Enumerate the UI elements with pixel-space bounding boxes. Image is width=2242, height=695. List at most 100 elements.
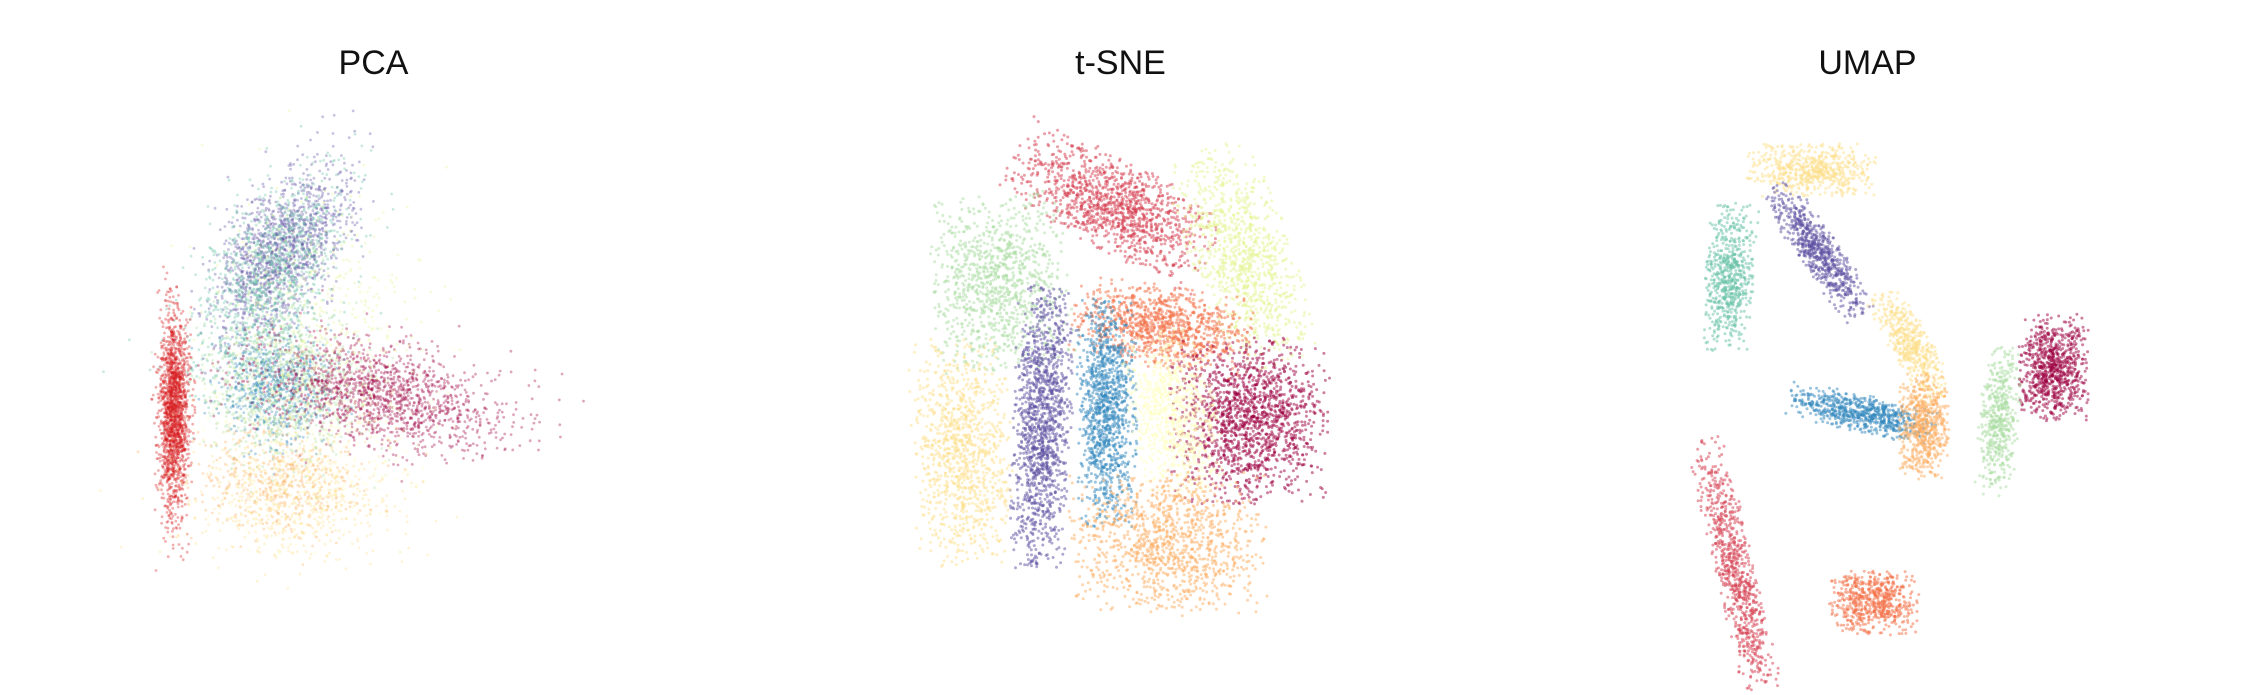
scatter-point [252, 241, 256, 245]
scatter-point [266, 223, 270, 227]
scatter-point [280, 438, 283, 441]
scatter-point [237, 404, 241, 408]
scatter-point [264, 269, 268, 272]
scatter-point [312, 221, 315, 225]
scatter-point [352, 378, 356, 382]
scatter-point [250, 200, 254, 204]
scatter-point [247, 266, 251, 269]
scatter-point [254, 452, 257, 456]
scatter-point [267, 250, 270, 253]
scatter-point [299, 214, 302, 218]
scatter-point [217, 411, 221, 415]
scatter-point [264, 352, 268, 356]
scatter-point [303, 252, 307, 256]
scatter-point [328, 361, 332, 365]
scatter-point [360, 245, 363, 248]
scatter-point [277, 367, 281, 371]
scatter-point [334, 191, 337, 194]
scatter-point [287, 260, 290, 264]
scatter-point [241, 363, 245, 367]
scatter-point [312, 389, 316, 393]
scatter-point [334, 173, 338, 177]
scatter-point [197, 312, 201, 315]
scatter-point [512, 421, 516, 424]
scatter-point [245, 407, 249, 411]
scatter-point [262, 224, 265, 228]
scatter-point [318, 228, 322, 232]
scatter-point [248, 246, 252, 250]
scatter-point [228, 383, 232, 387]
scatter-point [266, 242, 269, 245]
scatter-point [342, 368, 346, 372]
scatter-point [247, 310, 251, 314]
scatter-point [253, 441, 257, 445]
scatter-point [298, 234, 302, 238]
scatter-point [247, 352, 251, 356]
scatter-point [238, 250, 242, 253]
scatter-point [233, 316, 237, 319]
scatter-point [233, 237, 237, 241]
scatter-point [336, 219, 339, 223]
scatter-point [209, 414, 212, 418]
scatter-point [329, 160, 333, 164]
scatter-point [278, 281, 282, 285]
scatter-point [266, 236, 269, 239]
scatter-point [263, 227, 267, 231]
scatter-point [339, 435, 343, 439]
scatter-point [305, 193, 309, 197]
scatter-point [248, 423, 252, 427]
scatter-point [374, 354, 378, 358]
scatter-point [284, 236, 287, 240]
scatter-point [295, 222, 298, 225]
scatter-point [260, 250, 263, 253]
scatter-point [304, 464, 307, 467]
scatter-point [214, 295, 217, 299]
scatter-point [296, 192, 300, 196]
scatter-point [209, 380, 212, 384]
scatter-point [316, 210, 319, 214]
scatter-point [241, 295, 245, 299]
scatter-point [305, 155, 309, 159]
scatter-point [530, 397, 534, 401]
scatter-point [299, 415, 302, 419]
scatter-point [247, 279, 251, 283]
scatter-point [228, 397, 231, 401]
scatter-point [270, 427, 274, 431]
scatter-point [284, 259, 288, 263]
scatter-point [269, 249, 273, 253]
scatter-point [313, 312, 317, 316]
scatter-point [322, 349, 326, 353]
scatter-point [251, 237, 255, 241]
scatter-point [296, 210, 300, 214]
scatter-point [314, 228, 317, 232]
scatter-point [249, 299, 253, 302]
scatter-point [283, 217, 287, 221]
scatter-point [339, 193, 343, 197]
scatter-point [224, 331, 228, 334]
scatter-point [341, 345, 345, 348]
scatter-point [242, 312, 245, 316]
scatter-point [345, 220, 348, 223]
scatter-point [307, 205, 311, 209]
scatter-point [361, 180, 364, 184]
scatter-point [247, 240, 251, 244]
scatter-point [408, 403, 412, 406]
scatter-point [298, 297, 301, 301]
scatter-point [274, 352, 278, 356]
scatter-point [314, 160, 317, 164]
scatter-point [292, 255, 296, 259]
scatter-point [306, 263, 309, 267]
scatter-point [274, 308, 277, 312]
scatter-point [304, 348, 308, 351]
scatter-point [389, 373, 393, 377]
scatter-point [250, 275, 253, 279]
scatter-point [258, 308, 262, 311]
scatter-point [308, 407, 312, 411]
scatter-point [263, 232, 267, 236]
scatter-point [222, 256, 226, 260]
scatter-point [262, 196, 265, 200]
scatter-point [281, 340, 285, 344]
scatter-point [282, 246, 285, 250]
scatter-point [305, 283, 308, 287]
scatter-point [321, 288, 324, 292]
